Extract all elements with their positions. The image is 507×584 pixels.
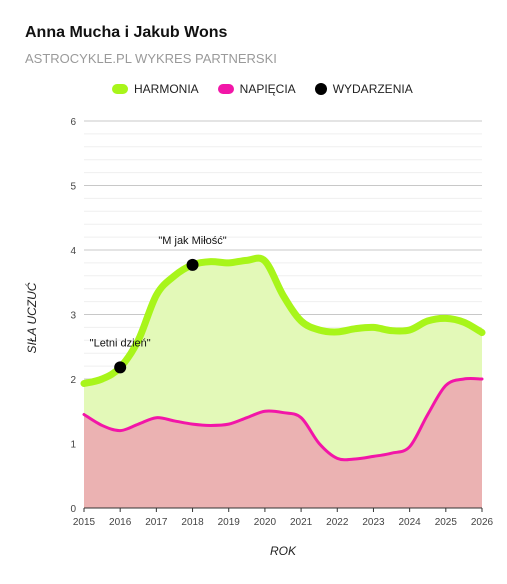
y-tick-label: 5 bbox=[70, 182, 76, 193]
line-napiecia bbox=[82, 377, 484, 462]
y-axis-title: SIŁA UCZUĆ bbox=[24, 282, 39, 353]
legend-label-napiecia: NAPIĘCIA bbox=[239, 82, 296, 96]
x-tick-label: 2017 bbox=[145, 517, 168, 528]
event-marker[interactable] bbox=[114, 361, 127, 374]
x-tick-label: 2026 bbox=[471, 517, 494, 528]
legend-dot-wydarzenia bbox=[314, 83, 327, 95]
y-tick-label: 1 bbox=[70, 440, 76, 451]
event-markers: "Letni dzień" "M jak Miłość" bbox=[90, 235, 227, 374]
line-harmonia bbox=[80, 254, 486, 388]
x-tick-label: 2022 bbox=[326, 517, 349, 528]
axis-ticks: 0 1 2 3 4 5 6 2015 2016 2017 2018 2019 2020 2021 2022 2… bbox=[70, 117, 493, 528]
x-tick-label: 2015 bbox=[73, 517, 96, 528]
legend-label-harmonia: HARMONIA bbox=[134, 82, 199, 96]
y-tick-label: 3 bbox=[70, 311, 76, 322]
chart-subtitle: ASTROCYKLE.PL WYKRES PARTNERSKI bbox=[25, 51, 277, 66]
event-label: "Letni dzień" bbox=[90, 337, 151, 349]
legend-item-wydarzenia[interactable]: WYDARZENIA bbox=[314, 82, 413, 96]
area-napiecia bbox=[84, 378, 482, 508]
x-tick-label: 2025 bbox=[435, 517, 458, 528]
y-tick-label: 2 bbox=[70, 375, 76, 386]
x-axis-title: ROK bbox=[270, 544, 297, 558]
x-tick-label: 2020 bbox=[254, 517, 277, 528]
series-areas bbox=[84, 258, 482, 508]
x-tick-label: 2018 bbox=[181, 517, 204, 528]
legend-item-napiecia[interactable]: NAPIĘCIA bbox=[217, 82, 296, 96]
y-tick-label: 0 bbox=[70, 504, 76, 515]
legend: HARMONIA NAPIĘCIA WYDARZENIA bbox=[112, 82, 432, 96]
x-tick-label: 2016 bbox=[109, 517, 132, 528]
x-tick-label: 2019 bbox=[218, 517, 241, 528]
legend-swatch-napiecia bbox=[217, 84, 234, 94]
y-tick-label: 4 bbox=[70, 246, 76, 257]
legend-swatch-harmonia bbox=[112, 84, 128, 94]
x-tick-label: 2023 bbox=[362, 517, 385, 528]
event-label: "M jak Miłość" bbox=[158, 235, 226, 247]
series-lines bbox=[80, 254, 486, 462]
y-tick-label: 6 bbox=[70, 117, 76, 128]
event-marker[interactable] bbox=[186, 258, 199, 271]
legend-label-wydarzenia: WYDARZENIA bbox=[332, 82, 413, 96]
x-tick-label: 2024 bbox=[399, 517, 422, 528]
x-tick-label: 2021 bbox=[290, 517, 313, 528]
chart-title: Anna Mucha i Jakub Wons bbox=[25, 24, 228, 41]
legend-item-harmonia[interactable]: HARMONIA bbox=[112, 82, 199, 96]
